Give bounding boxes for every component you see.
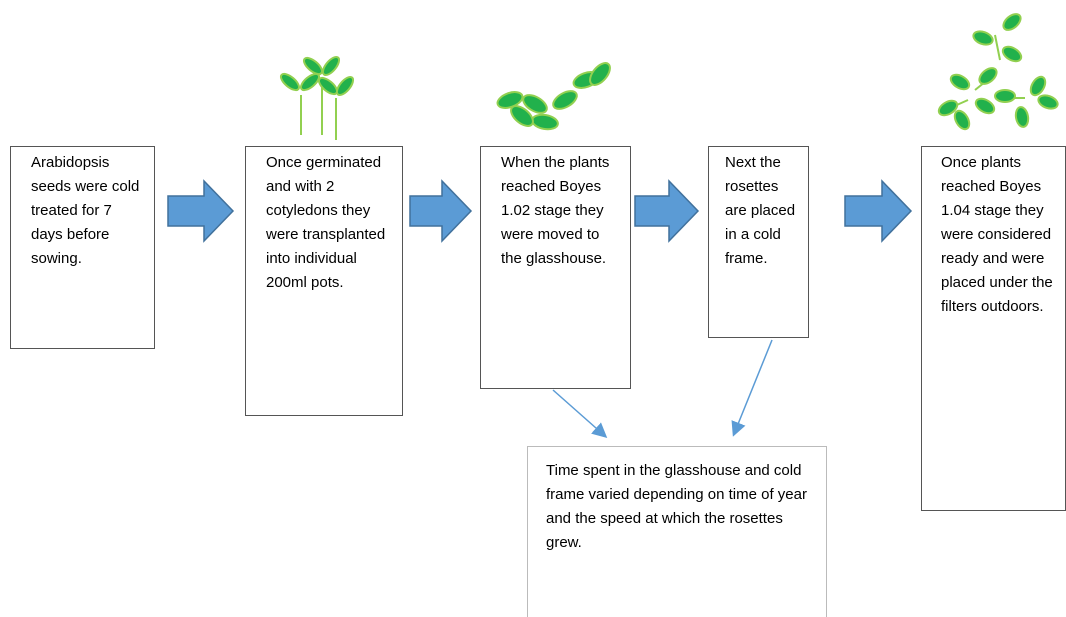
step-text: Next the rosettes are placed in a cold f… (725, 154, 795, 267)
flow-arrow (168, 181, 233, 241)
step-box: Once germinated and with 2 cotyledons th… (245, 146, 403, 416)
connector (734, 340, 772, 434)
step-text: Once germinated and with 2 cotyledons th… (266, 154, 385, 291)
flow-arrow (845, 181, 911, 241)
diagram: Arabidopsis seeds were cold treated for … (0, 0, 1066, 617)
note-text: Time spent in the glasshouse and cold fr… (546, 462, 807, 551)
seedling-icon (278, 54, 356, 140)
step-box: Next the rosettes are placed in a cold f… (708, 146, 809, 338)
step-text: When the plants reached Boyes 1.02 stage… (501, 154, 609, 267)
step-text: Arabidopsis seeds were cold treated for … (31, 154, 139, 267)
mature-rosette-icon (936, 11, 1059, 132)
flow-arrow (410, 181, 471, 241)
step-box: Arabidopsis seeds were cold treated for … (10, 146, 155, 349)
step-box: When the plants reached Boyes 1.02 stage… (480, 146, 631, 389)
step-text: Once plants reached Boyes 1.04 stage the… (941, 154, 1053, 315)
step-box: Once plants reached Boyes 1.04 stage the… (921, 146, 1066, 511)
note-box: Time spent in the glasshouse and cold fr… (527, 446, 827, 617)
connector (553, 390, 605, 436)
rosette-icon (495, 60, 613, 132)
flow-arrow (635, 181, 698, 241)
